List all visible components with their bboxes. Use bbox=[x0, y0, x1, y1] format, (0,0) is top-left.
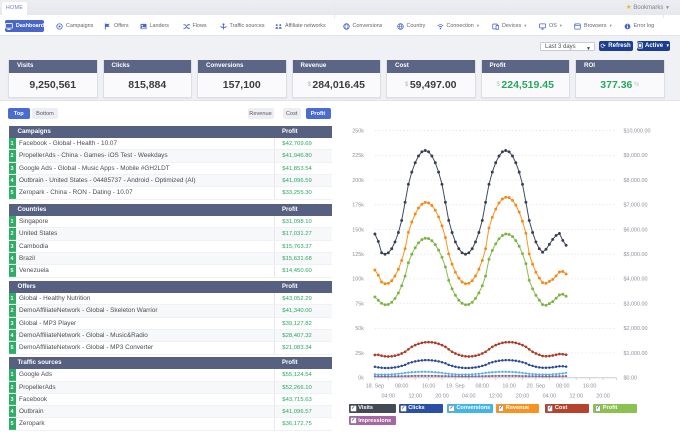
svg-text:20. Sep: 20. Sep bbox=[527, 384, 546, 390]
svg-text:04:00: 04:00 bbox=[543, 394, 557, 400]
svg-text:16:00: 16:00 bbox=[502, 384, 515, 390]
svg-text:18. Sep: 18. Sep bbox=[366, 384, 385, 390]
svg-text:$1,000.00: $1,000.00 bbox=[624, 351, 648, 357]
svg-text:$4,000.00: $4,000.00 bbox=[624, 277, 648, 283]
svg-text:$8,000.00: $8,000.00 bbox=[624, 178, 648, 184]
svg-text:04:00: 04:00 bbox=[462, 394, 476, 400]
svg-text:225k: 225k bbox=[352, 153, 364, 159]
svg-text:$2,000.00: $2,000.00 bbox=[624, 326, 648, 332]
svg-text:$9,000.00: $9,000.00 bbox=[624, 153, 648, 159]
svg-text:$5,000.00: $5,000.00 bbox=[624, 252, 648, 258]
svg-text:50k: 50k bbox=[355, 326, 364, 332]
svg-text:75k: 75k bbox=[355, 301, 364, 307]
svg-text:$3,000.00: $3,000.00 bbox=[624, 301, 648, 307]
svg-text:200k: 200k bbox=[352, 178, 364, 184]
svg-text:08:00: 08:00 bbox=[476, 384, 490, 390]
svg-text:20:00: 20:00 bbox=[596, 394, 610, 400]
svg-text:08:00: 08:00 bbox=[395, 384, 409, 390]
svg-text:0k: 0k bbox=[358, 376, 364, 382]
svg-text:100k: 100k bbox=[352, 277, 364, 283]
svg-text:$7,000.00: $7,000.00 bbox=[624, 203, 648, 209]
svg-text:250k: 250k bbox=[352, 129, 364, 135]
svg-text:16:00: 16:00 bbox=[422, 384, 436, 390]
svg-text:$6,000.00: $6,000.00 bbox=[624, 227, 648, 233]
svg-text:150k: 150k bbox=[352, 227, 364, 233]
svg-text:04:00: 04:00 bbox=[382, 394, 396, 400]
svg-text:12:00: 12:00 bbox=[569, 394, 583, 400]
svg-text:08:00: 08:00 bbox=[556, 384, 570, 390]
svg-text:20:00: 20:00 bbox=[435, 394, 449, 400]
svg-text:19. Sep: 19. Sep bbox=[446, 384, 465, 390]
svg-text:125k: 125k bbox=[352, 252, 364, 258]
svg-text:25k: 25k bbox=[355, 351, 364, 357]
svg-text:$10,000.00: $10,000.00 bbox=[624, 129, 651, 135]
svg-text:$0.00: $0.00 bbox=[624, 376, 638, 382]
svg-text:20:00: 20:00 bbox=[516, 394, 530, 400]
svg-text:12:00: 12:00 bbox=[408, 394, 422, 400]
svg-text:175k: 175k bbox=[352, 203, 364, 209]
svg-text:12:00: 12:00 bbox=[489, 394, 503, 400]
svg-text:16:00: 16:00 bbox=[583, 384, 597, 390]
